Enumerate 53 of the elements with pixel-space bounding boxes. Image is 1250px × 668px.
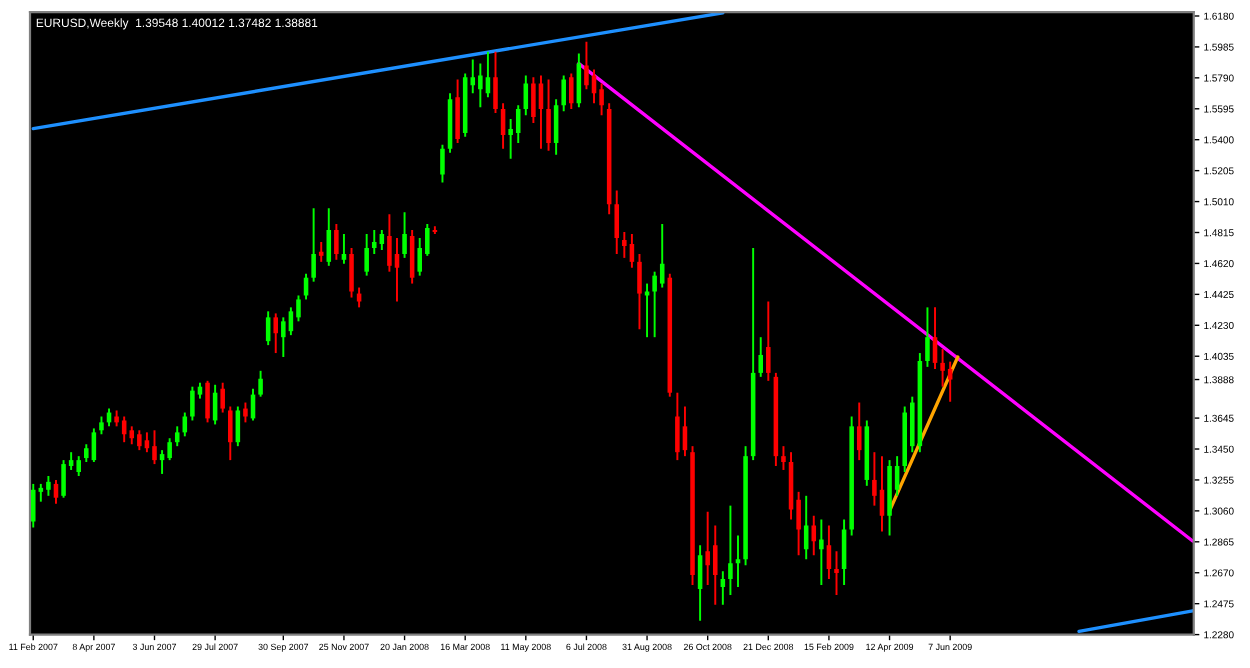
candlestick <box>599 82 604 117</box>
candlestick <box>371 229 377 255</box>
candlestick <box>834 550 839 596</box>
candlestick <box>622 231 627 259</box>
candlestick <box>258 369 263 398</box>
candlestick <box>584 40 589 91</box>
candlestick <box>349 246 354 299</box>
candlestick <box>205 379 210 424</box>
candlestick <box>637 252 642 331</box>
candlestick <box>546 78 551 152</box>
candlestick <box>440 143 445 184</box>
candlestick <box>273 312 279 355</box>
candlestick <box>455 78 460 144</box>
candlestick <box>228 405 233 462</box>
candlestick <box>712 524 718 606</box>
candlestick <box>493 50 498 115</box>
candlestick <box>334 223 339 261</box>
candlestick <box>531 76 536 125</box>
candlestick <box>758 336 763 378</box>
candlestick <box>925 306 930 368</box>
candlestick <box>61 459 66 499</box>
candlestick <box>174 425 180 448</box>
candlestick <box>402 211 407 259</box>
candlestick <box>281 316 286 358</box>
candlestick <box>766 300 771 382</box>
candlestick <box>190 385 195 422</box>
candlestick <box>705 510 710 586</box>
candlestick <box>781 445 786 471</box>
candlestick <box>561 74 566 113</box>
candlestick <box>243 401 248 424</box>
candlestick <box>515 104 521 144</box>
candlestick <box>167 437 172 462</box>
candlestick <box>30 482 36 529</box>
candlestick <box>311 207 316 283</box>
candlestick <box>819 518 824 586</box>
candlestick <box>152 429 157 466</box>
candlestick <box>296 294 301 323</box>
candlestick <box>675 391 680 462</box>
candlestick <box>856 401 862 462</box>
candlestick <box>614 189 620 255</box>
candlestick <box>569 72 574 111</box>
candlestick <box>940 348 945 388</box>
candlestick <box>46 475 51 497</box>
candlestick <box>728 504 733 596</box>
candlestick <box>478 62 483 109</box>
candlestick <box>652 270 657 339</box>
candlestick <box>137 429 142 452</box>
candlestick <box>811 514 817 557</box>
candlestick <box>364 233 369 277</box>
candlestick <box>76 455 81 477</box>
candlestick <box>947 360 953 403</box>
candlestick <box>387 213 392 273</box>
candlestick <box>220 381 225 414</box>
